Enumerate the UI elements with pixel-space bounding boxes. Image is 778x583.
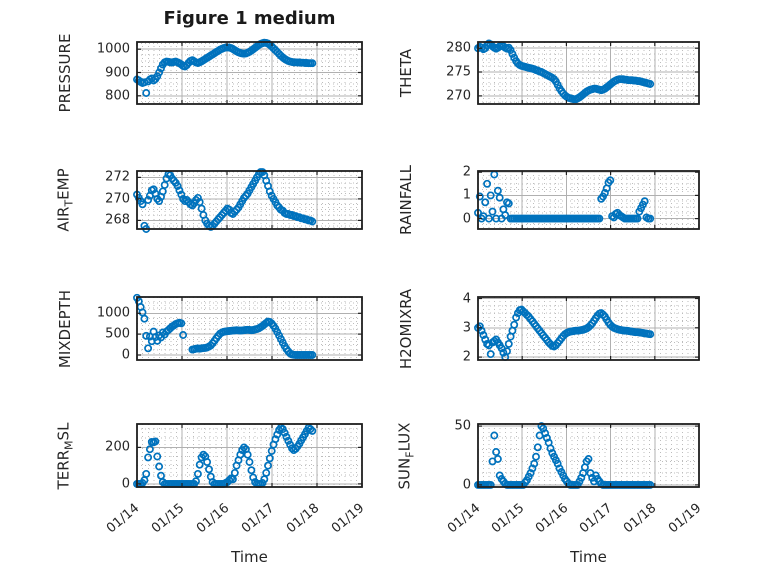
y-tick-label: 1000 [96, 305, 130, 321]
y-axis-label-theta: THETA [397, 48, 415, 98]
data-points [474, 39, 655, 104]
sun_flux-plot [474, 422, 700, 489]
y-axis-label-mixdepth: MIXDEPTH [56, 289, 74, 368]
axis-box [477, 296, 700, 361]
y-axis-label-sun-flux: SUNFLUX [395, 422, 417, 489]
rainfall-plot [474, 170, 700, 230]
mixdepth-plot [133, 293, 363, 361]
subplot-sun-flux: SUNFLUX 0 50 01/14 01/15 01/16 01/17 01/18 01/1… [395, 418, 704, 537]
air_temp-plot [133, 168, 363, 233]
tick-marks [136, 297, 363, 360]
y-tick-label: 268 [105, 212, 130, 228]
minor-grid [478, 297, 699, 360]
y-tick-label: 200 [105, 439, 130, 455]
subplot-pressure: PRESSURE 800 900 1000 [56, 34, 363, 112]
data-points [474, 422, 655, 489]
minor-grid [137, 171, 362, 229]
axis-box [136, 170, 363, 230]
y-tick-label: 800 [105, 88, 130, 104]
tick-marks [477, 42, 700, 104]
axis-box [477, 41, 700, 105]
y-axis-label-h2omixra: H2OMIXRA [397, 288, 415, 369]
y-tick-label: 900 [105, 65, 130, 80]
y-tick-label: 0 [462, 477, 471, 493]
y-axis-label-rainfall: RAINFALL [397, 165, 415, 235]
figure-title: Figure 1 medium [163, 8, 336, 29]
y-tick-label: 1000 [96, 41, 130, 57]
y-tick-label: 0 [462, 211, 471, 227]
minor-grid [137, 297, 362, 360]
h2omixra-plot [474, 296, 700, 362]
y-tick-label: 272 [105, 169, 130, 185]
tick-marks [477, 171, 700, 229]
tick-marks [136, 424, 363, 487]
subplot-h2omixra: H2OMIXRA 2 3 4 [397, 288, 700, 369]
tick-marks [477, 424, 700, 487]
y-tick-label: 4 [462, 291, 471, 306]
subplot-theta: THETA 270 275 280 [397, 39, 700, 105]
subplot-rainfall: RAINFALL 0 1 2 [397, 165, 700, 235]
y-tick-label: 500 [105, 326, 130, 342]
minor-grid [478, 424, 699, 487]
y-axis-label-pressure: PRESSURE [56, 33, 74, 113]
x-axis-label-left: Time [231, 548, 268, 566]
data-points [474, 305, 655, 362]
theta-plot [474, 39, 700, 105]
y-tick-label: 275 [446, 64, 471, 80]
y-tick-label: 2 [462, 349, 471, 365]
y-tick-label: 280 [446, 40, 471, 56]
tick-marks [477, 297, 700, 360]
data-points [133, 423, 317, 488]
axis-box [136, 296, 363, 361]
data-points [133, 38, 317, 97]
major-grid [137, 297, 362, 360]
axis-box [477, 423, 700, 488]
y-tick-label: 0 [121, 476, 130, 492]
axis-box [136, 423, 363, 488]
major-grid [478, 171, 699, 229]
axis-box [477, 170, 700, 230]
tick-marks [136, 42, 363, 104]
major-grid [478, 42, 699, 104]
x-axis-label-right: Time [570, 548, 607, 566]
y-axis-label-air-temp: AIRTEMP [54, 168, 76, 232]
y-tick-label: 50 [454, 418, 471, 434]
data-points [474, 170, 655, 223]
y-tick-label: 270 [446, 88, 471, 104]
subplot-mixdepth: MIXDEPTH 0 500 1000 [56, 289, 363, 368]
subplot-terr-msl: TERRMSL 0 200 01/14 01/15 01/16 01/17 01/18 01/… [54, 422, 367, 537]
y-axis-label-terr-msl: TERRMSL [54, 422, 76, 489]
pressure-plot [133, 38, 363, 105]
terr_msl-plot [133, 423, 363, 488]
y-tick-label: 270 [105, 191, 130, 207]
y-tick-label: 3 [462, 320, 471, 336]
y-tick-label: 0 [121, 347, 130, 363]
subplot-air-temp: AIRTEMP 268 270 272 [55, 168, 363, 233]
tick-marks [136, 171, 363, 229]
y-tick-label: 1 [462, 187, 471, 203]
data-points [133, 293, 317, 359]
y-tick-label: 2 [462, 164, 471, 180]
data-points [133, 168, 317, 233]
